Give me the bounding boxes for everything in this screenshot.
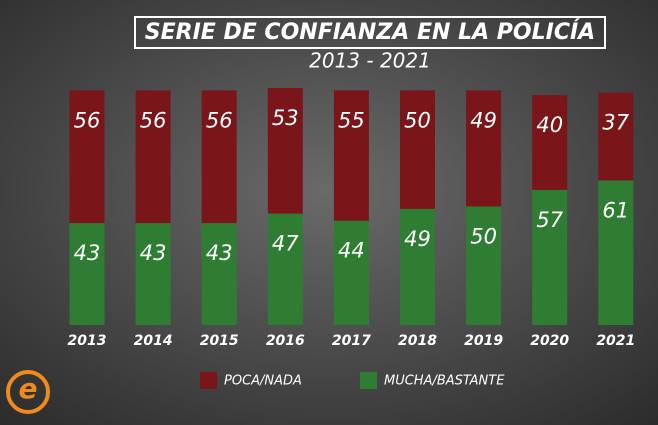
- x-tick-label: 2019: [464, 333, 503, 349]
- value-label: 49: [470, 108, 497, 132]
- bar-segment: [532, 95, 568, 190]
- legend-swatch: [200, 372, 217, 389]
- bar-segment: [267, 213, 303, 325]
- bar-segment: [135, 223, 171, 325]
- value-label: 47: [272, 232, 299, 256]
- value-label: 56: [206, 108, 233, 132]
- chart-subtitle: 2013 - 2021: [309, 49, 431, 73]
- bar-segment: [400, 208, 435, 325]
- x-tick-label: 2014: [134, 333, 173, 349]
- x-tick-label: 2020: [530, 333, 569, 349]
- bar-segment: [69, 223, 105, 325]
- bar-segment: [466, 206, 502, 325]
- bar-segment: [532, 189, 568, 325]
- value-label: 49: [404, 227, 431, 251]
- value-label: 40: [536, 113, 563, 137]
- value-label: 57: [536, 208, 563, 232]
- bar-segment: [201, 223, 237, 325]
- x-tick-label: 2021: [596, 333, 635, 349]
- value-label: 50: [470, 225, 497, 249]
- bar-segment: [466, 90, 502, 207]
- value-label: 56: [140, 108, 167, 132]
- bar-segment: [400, 90, 435, 209]
- x-tick-label: 2017: [332, 333, 371, 349]
- x-tick-label: 2016: [266, 333, 305, 349]
- value-label: 53: [272, 106, 299, 130]
- x-tick-label: 2013: [68, 333, 107, 349]
- legend-swatch: [360, 372, 377, 389]
- bar-segment: [69, 90, 105, 224]
- value-label: 43: [74, 241, 101, 265]
- bar-segment: [333, 90, 369, 221]
- value-label: 43: [140, 241, 167, 265]
- x-tick-label: 2018: [398, 333, 437, 349]
- value-label: 43: [206, 241, 233, 265]
- logo: e: [6, 370, 50, 414]
- bar-segment: [201, 90, 237, 224]
- bar-segment: [135, 90, 171, 224]
- bar-segment: [598, 92, 634, 181]
- value-label: 55: [338, 108, 365, 132]
- value-label: 56: [74, 108, 101, 132]
- bar-segment: [333, 220, 369, 325]
- svg-text:e: e: [19, 372, 38, 405]
- bar-segment: [267, 88, 303, 214]
- value-label: 44: [338, 239, 365, 263]
- chart-title: SERIE DE CONFIANZA EN LA POLICÍA: [145, 19, 595, 45]
- title-box: [134, 16, 606, 49]
- x-tick-label: 2015: [200, 333, 239, 349]
- legend-label: POCA/NADA: [224, 374, 302, 389]
- value-label: 50: [404, 108, 431, 132]
- value-label: 37: [602, 111, 629, 135]
- value-label: 61: [602, 198, 629, 222]
- bar-segment: [598, 180, 634, 325]
- legend-label: MUCHA/BASTANTE: [384, 374, 505, 389]
